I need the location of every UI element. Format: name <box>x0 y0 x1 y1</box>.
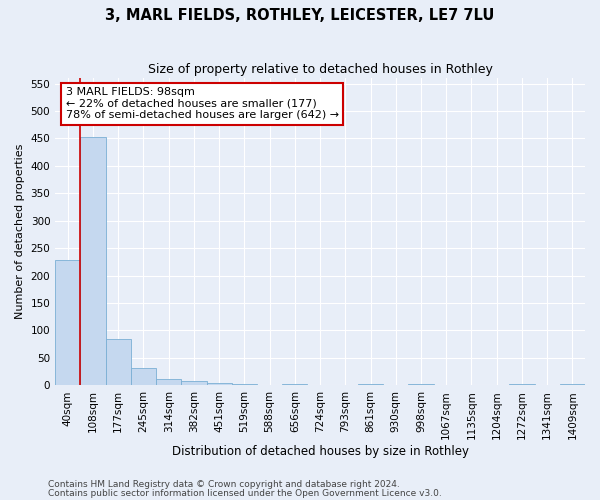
Bar <box>156 378 181 386</box>
X-axis label: Distribution of detached houses by size in Rothley: Distribution of detached houses by size … <box>172 444 469 458</box>
Bar <box>509 384 535 386</box>
Bar <box>409 384 434 386</box>
Bar <box>80 138 106 386</box>
Bar <box>206 382 232 386</box>
Bar <box>106 339 131 386</box>
Y-axis label: Number of detached properties: Number of detached properties <box>15 144 25 320</box>
Bar <box>358 384 383 386</box>
Bar <box>181 382 206 386</box>
Bar <box>131 368 156 386</box>
Text: 3 MARL FIELDS: 98sqm
← 22% of detached houses are smaller (177)
78% of semi-deta: 3 MARL FIELDS: 98sqm ← 22% of detached h… <box>66 88 339 120</box>
Text: 3, MARL FIELDS, ROTHLEY, LEICESTER, LE7 7LU: 3, MARL FIELDS, ROTHLEY, LEICESTER, LE7 … <box>106 8 494 22</box>
Bar <box>560 384 585 386</box>
Text: Contains public sector information licensed under the Open Government Licence v3: Contains public sector information licen… <box>48 488 442 498</box>
Text: Contains HM Land Registry data © Crown copyright and database right 2024.: Contains HM Land Registry data © Crown c… <box>48 480 400 489</box>
Bar <box>282 384 307 386</box>
Bar <box>55 260 80 386</box>
Title: Size of property relative to detached houses in Rothley: Size of property relative to detached ho… <box>148 62 493 76</box>
Bar <box>232 384 257 386</box>
